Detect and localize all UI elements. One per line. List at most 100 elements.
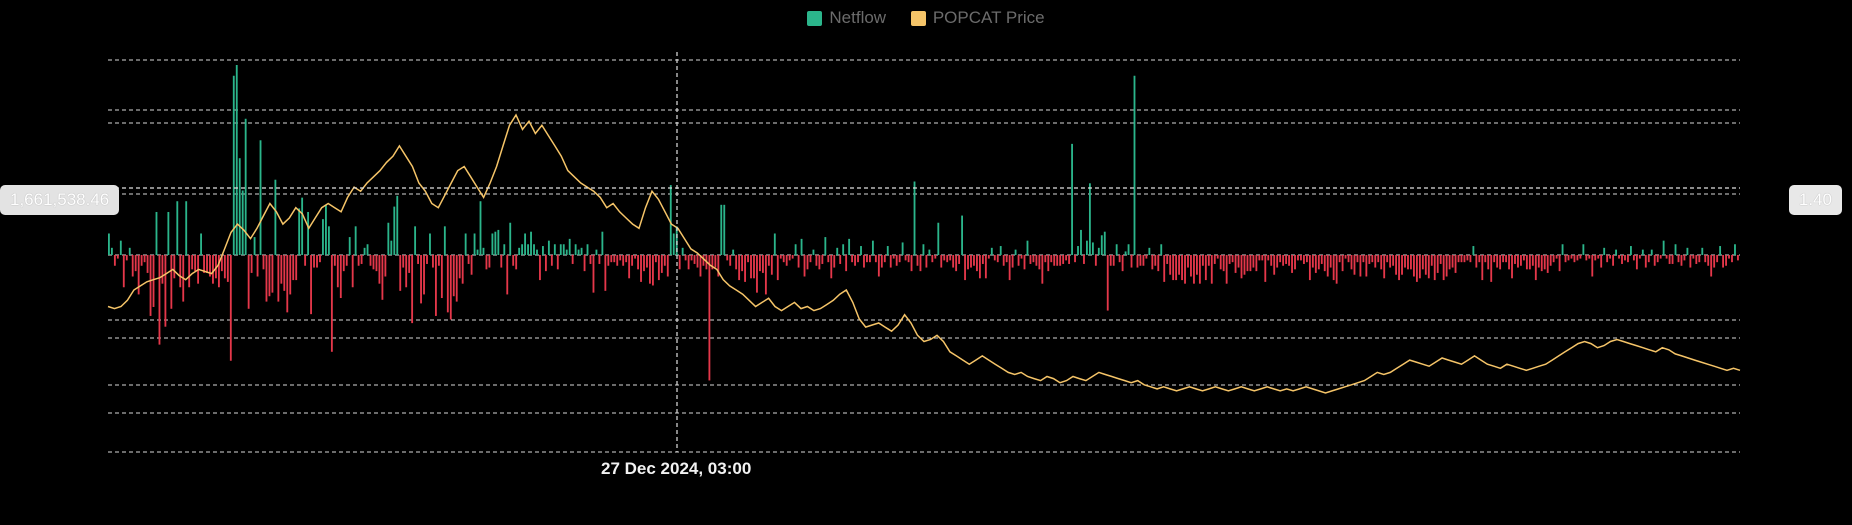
netflow-bar — [1154, 255, 1157, 266]
netflow-bar — [1644, 255, 1647, 268]
netflow-bar — [1219, 255, 1222, 270]
netflow-bar — [1187, 255, 1189, 268]
netflow-bar — [1632, 255, 1635, 261]
netflow-bar — [274, 179, 277, 255]
netflow-bar — [1326, 255, 1329, 277]
legend-netflow[interactable]: Netflow — [807, 8, 886, 28]
crosshair-x-label: 27 Dec 2024, 03:00 — [601, 459, 752, 478]
netflow-bar — [1653, 255, 1656, 266]
netflow-bar — [649, 255, 651, 284]
netflow-bar — [892, 255, 895, 259]
netflow-bar — [1716, 255, 1719, 263]
netflow-bar — [476, 249, 479, 255]
netflow-bar — [803, 255, 806, 277]
netflow-bar — [565, 249, 568, 255]
netflow-bar — [925, 255, 928, 268]
netflow-bar — [958, 255, 961, 264]
netflow-bar — [1401, 255, 1403, 275]
netflow-bar — [1555, 255, 1558, 259]
netflow-bar — [1323, 255, 1326, 272]
netflow-bar — [339, 255, 342, 299]
netflow-bar — [1234, 255, 1237, 273]
netflow-bar — [518, 247, 521, 255]
netflow-bar — [203, 255, 205, 273]
netflow-bar — [1359, 255, 1362, 277]
netflow-bar — [1044, 255, 1047, 263]
netflow-bar — [1603, 247, 1606, 255]
netflow-bar — [726, 255, 729, 261]
netflow-bar — [898, 255, 901, 263]
netflow-bar — [1395, 255, 1398, 275]
netflow-bar — [1213, 255, 1216, 264]
netflow-bar — [1439, 255, 1442, 264]
netflow-bar — [1719, 246, 1722, 255]
netflow-bar — [955, 255, 958, 272]
netflow-bar — [238, 158, 241, 255]
netflow-bar — [628, 255, 631, 279]
netflow-bar — [434, 255, 437, 316]
netflow-bar — [978, 255, 981, 279]
netflow-bar — [1731, 255, 1733, 263]
chart-legend: Netflow POPCAT Price — [0, 8, 1852, 31]
netflow-bar — [1083, 255, 1085, 264]
netflow-bar — [1338, 255, 1341, 263]
netflow-bar — [981, 255, 984, 264]
netflow-bar — [851, 255, 854, 263]
netflow-bar — [874, 255, 877, 263]
netflow-bar — [990, 247, 993, 255]
netflow-bar — [1710, 255, 1713, 277]
netflow-bar — [1713, 255, 1716, 268]
netflow-bar — [1023, 255, 1026, 270]
netflow-bar — [506, 255, 509, 295]
netflow-bar — [845, 255, 848, 272]
netflow-bar — [797, 255, 800, 268]
netflow-bar — [1077, 246, 1079, 255]
netflow-bar — [1368, 255, 1371, 264]
netflow-bar — [393, 206, 396, 255]
netflow-bar — [342, 255, 345, 272]
netflow-bar — [1002, 255, 1005, 266]
netflow-bar — [770, 255, 773, 275]
netflow-bar — [818, 255, 821, 270]
netflow-bar — [185, 201, 188, 255]
netflow-bar — [500, 255, 503, 268]
netflow-bar — [512, 255, 515, 266]
legend-price[interactable]: POPCAT Price — [910, 8, 1045, 28]
netflow-bar — [646, 255, 648, 268]
netflow-bar — [1246, 255, 1249, 272]
netflow-bar — [1216, 255, 1219, 259]
netflow-bar — [1561, 244, 1564, 255]
netflow-bar — [1576, 255, 1579, 261]
netflow-bar — [1460, 255, 1463, 263]
netflow-bar — [119, 240, 122, 255]
netflow-bar — [200, 233, 202, 255]
netflow-bar — [372, 255, 375, 270]
netflow-bar — [643, 255, 645, 272]
netflow-bar — [1386, 255, 1389, 263]
netflow-bar — [806, 255, 809, 270]
netflow-bar — [488, 255, 491, 268]
right-axis-value: 1.40 — [1798, 190, 1832, 209]
netflow-bar — [744, 255, 746, 282]
netflow-bar — [1567, 255, 1570, 261]
netflow-bar — [886, 246, 889, 255]
netflow-bar — [440, 255, 443, 299]
netflow-bar — [179, 255, 182, 288]
netflow-bar — [1261, 255, 1264, 261]
netflow-bar — [1728, 255, 1730, 259]
netflow-bar — [176, 201, 179, 255]
netflow-bar — [209, 255, 211, 277]
netflow-bar — [366, 244, 369, 255]
netflow-bar — [140, 255, 143, 266]
netflow-bar — [1198, 255, 1201, 284]
netflow-bar — [607, 255, 610, 266]
netflow-bar — [562, 244, 565, 255]
netflow-bar — [539, 255, 541, 281]
netflow-bar — [485, 255, 488, 270]
netflow-bar — [536, 249, 538, 255]
netflow-bar — [550, 255, 553, 266]
netflow-bar — [1481, 255, 1484, 281]
netflow-bar — [1454, 255, 1457, 273]
netflow-bar — [1528, 255, 1531, 270]
netflow-bar — [660, 255, 663, 273]
